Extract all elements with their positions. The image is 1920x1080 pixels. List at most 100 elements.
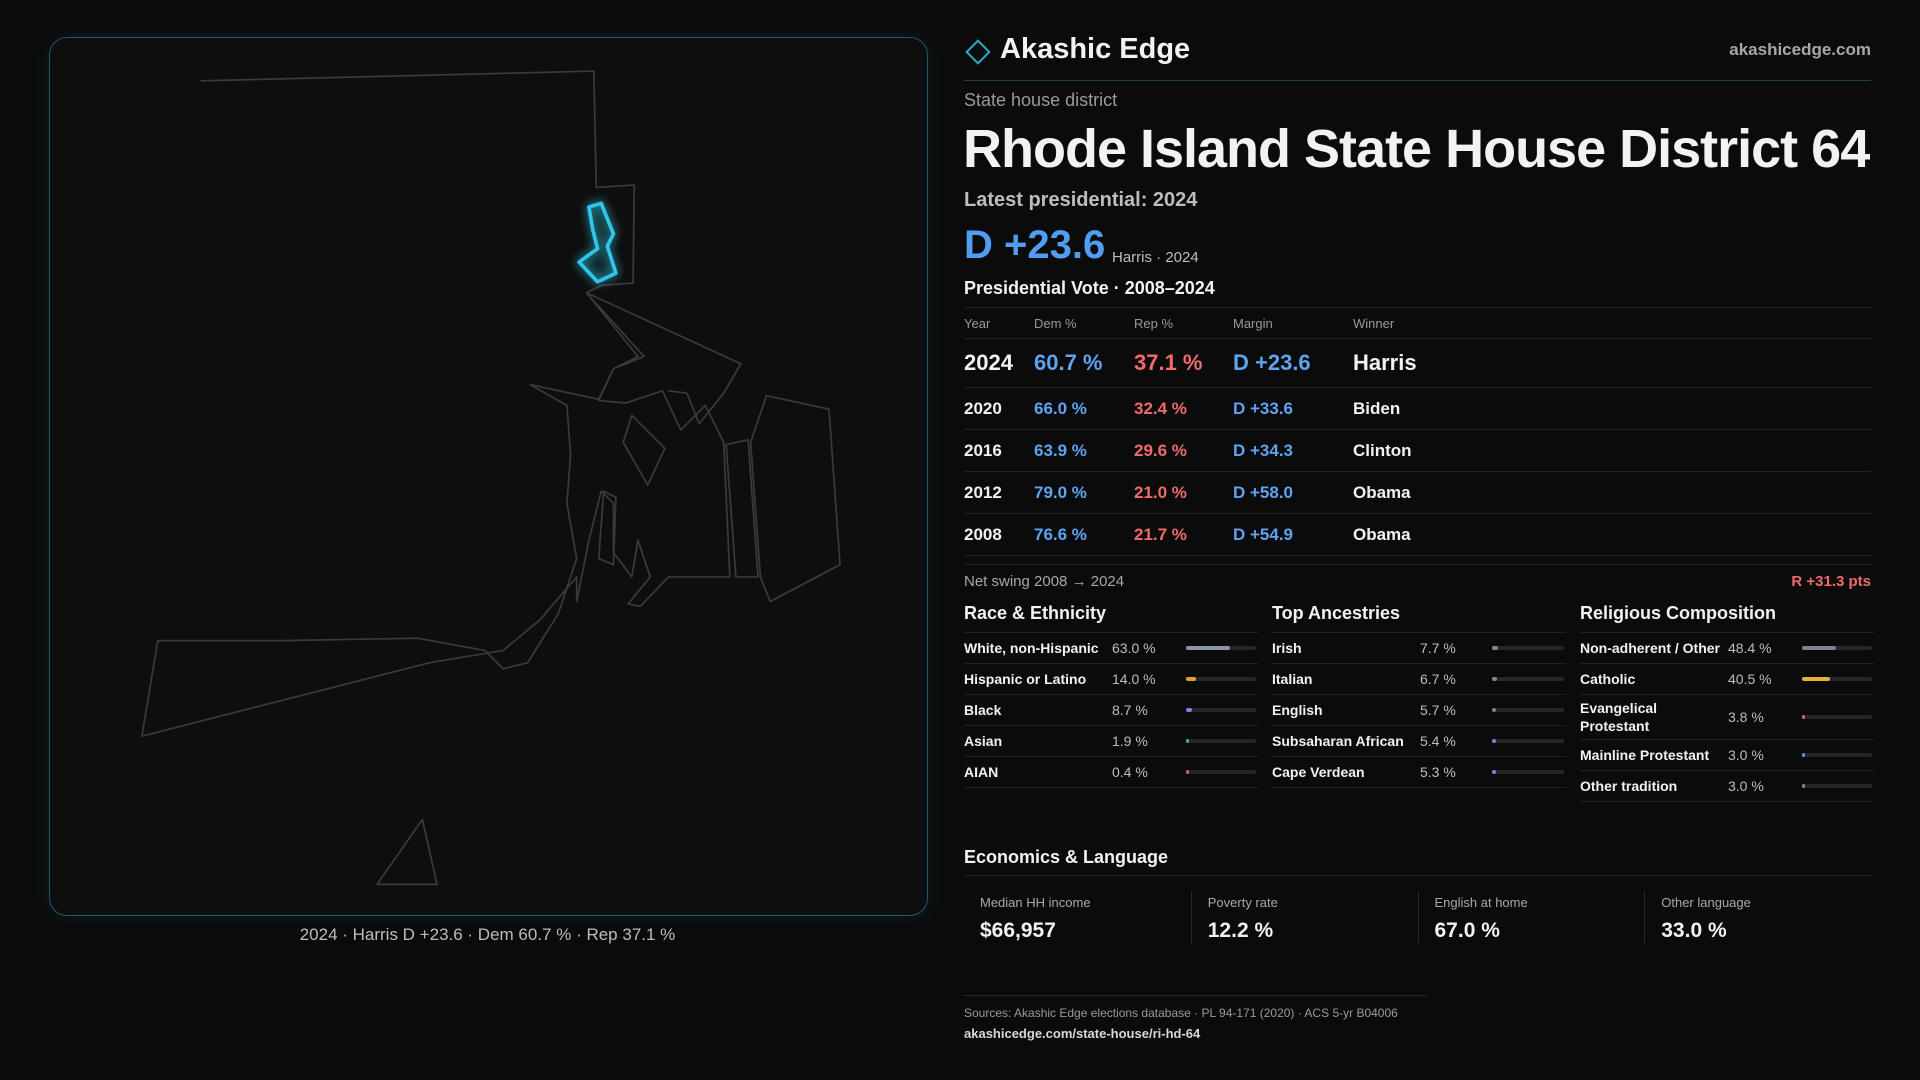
brand-site[interactable]: akashicedge.com (1729, 40, 1871, 59)
kicker: State house district (964, 90, 1118, 110)
table-row: 2020 66.0 % 32.4 % D +33.6 Biden (964, 388, 1871, 430)
share-label: Mainline Protestant (1580, 747, 1710, 763)
bar-track (1492, 646, 1564, 650)
bar-track (1186, 677, 1256, 681)
share-value: 14.0 % (1112, 671, 1156, 687)
winner-cell: Biden (1353, 398, 1401, 418)
share-bar (1802, 646, 1836, 650)
mainland-outline (141, 70, 731, 738)
share-row: Subsaharan African 5.4 % (1272, 726, 1566, 757)
east-bay (586, 291, 742, 425)
bar-track (1492, 770, 1564, 774)
share-label: AIAN (964, 764, 999, 780)
share-label: Asian (964, 733, 1003, 749)
share-value: 6.7 % (1420, 671, 1456, 687)
stat-label: English at home (1434, 895, 1528, 910)
table-row: 2008 76.6 % 21.7 % D +54.9 Obama (964, 514, 1871, 556)
share-row: Mainline Protestant 3.0 % (1580, 740, 1874, 771)
bar-track (1802, 753, 1872, 757)
share-value: 5.3 % (1420, 764, 1456, 780)
economics-title: Economics & Language (964, 842, 1871, 876)
share-label: Cape Verdean (1272, 764, 1365, 780)
stat-card: Median HH income $66,957 (964, 891, 1191, 943)
stat-value: 67.0 % (1434, 919, 1500, 942)
section-title: Religious Composition (1580, 600, 1874, 633)
share-value: 5.4 % (1420, 733, 1456, 749)
dem-cell: 60.7 % (1034, 350, 1103, 375)
rep-cell: 37.1 % (1134, 350, 1203, 375)
column-header: Dem % (1034, 315, 1077, 331)
economics-cards: Median HH income $66,957 Poverty rate 12.2 … (964, 891, 1871, 943)
share-label: English (1272, 702, 1323, 718)
bar-track (1802, 715, 1872, 719)
bar-track (1492, 739, 1564, 743)
stat-card: English at home 67.0 % (1417, 891, 1645, 943)
share-label: Non-adherent / Other (1580, 640, 1721, 656)
margin-cell: D +54.9 (1233, 524, 1294, 544)
bar-track (1186, 646, 1256, 650)
share-row: Irish 7.7 % (1272, 633, 1566, 664)
share-value: 1.9 % (1112, 733, 1148, 749)
share-value: 0.4 % (1112, 764, 1148, 780)
rep-cell: 32.4 % (1134, 398, 1187, 418)
bar-track (1186, 770, 1256, 774)
margin-cell: D +33.6 (1233, 398, 1294, 418)
dem-cell: 79.0 % (1034, 482, 1087, 502)
table-header-row: Year Dem % Rep % Margin Winner (964, 308, 1871, 339)
share-label: Subsaharan African (1272, 733, 1404, 749)
share-value: 63.0 % (1112, 640, 1156, 656)
share-row: Black 8.7 % (964, 695, 1258, 726)
margin-cell: D +34.3 (1233, 440, 1294, 460)
page-title: Rhode Island State House District 64 (963, 119, 1870, 179)
column-header: Rep % (1134, 315, 1174, 331)
bar-track (1186, 739, 1256, 743)
share-value: 8.7 % (1112, 702, 1148, 718)
stat-card: Other language 33.0 % (1644, 891, 1871, 943)
dem-cell: 76.6 % (1034, 524, 1087, 544)
header-rule (964, 80, 1871, 81)
block-island (376, 818, 438, 886)
brand-name: Akashic Edge (1000, 33, 1191, 65)
share-bar (1186, 708, 1193, 712)
share-label: Hispanic or Latino (964, 671, 1087, 687)
share-row: Asian 1.9 % (964, 726, 1258, 757)
dem-cell: 66.0 % (1034, 398, 1087, 418)
stat-label: Other language (1661, 895, 1751, 910)
share-label: Black (964, 702, 1002, 718)
ancestries-section: Top Ancestries Irish 7.7 % Italian 6.7 % Engl… (1272, 600, 1566, 788)
rep-cell: 21.0 % (1134, 482, 1187, 502)
swing-rule (964, 564, 1871, 565)
latest-margin: D +23.6 (964, 223, 1106, 267)
share-value: 48.4 % (1728, 640, 1772, 656)
bar-track (1802, 677, 1872, 681)
footer-url[interactable]: akashicedge.com/state-house/ri-hd-64 (964, 1026, 1201, 1041)
winner-cell: Clinton (1353, 440, 1412, 460)
year-cell: 2020 (964, 398, 1002, 418)
district-64 (577, 201, 618, 284)
footer-sources: Sources: Akashic Edge elections database… (964, 1006, 1398, 1020)
bar-track (1186, 708, 1256, 712)
column-header: Margin (1233, 315, 1273, 331)
year-cell: 2024 (964, 350, 1013, 375)
share-value: 5.7 % (1420, 702, 1456, 718)
table-row: 2024 60.7 % 37.1 % D +23.6 Harris (964, 339, 1871, 388)
share-label: Other tradition (1580, 778, 1678, 794)
share-label: Catholic (1580, 671, 1636, 687)
share-row: Other tradition 3.0 % (1580, 771, 1874, 802)
margin-cell: D +23.6 (1233, 350, 1311, 375)
table-row: 2012 79.0 % 21.0 % D +58.0 Obama (964, 472, 1871, 514)
bar-track (1802, 646, 1872, 650)
share-row: Non-adherent / Other 48.4 % (1580, 633, 1874, 664)
share-bar (1802, 677, 1831, 681)
stat-value: $66,957 (980, 919, 1056, 942)
latest-label: Latest presidential: 2024 (964, 189, 1198, 211)
share-row: Hispanic or Latino 14.0 % (964, 664, 1258, 695)
share-value: 40.5 % (1728, 671, 1772, 687)
tiverton (749, 394, 841, 603)
share-bar (1802, 784, 1805, 788)
dem-cell: 63.9 % (1034, 440, 1087, 460)
share-value: 3.0 % (1728, 778, 1764, 794)
share-row: White, non-Hispanic 63.0 % (964, 633, 1258, 664)
rep-cell: 29.6 % (1134, 440, 1187, 460)
